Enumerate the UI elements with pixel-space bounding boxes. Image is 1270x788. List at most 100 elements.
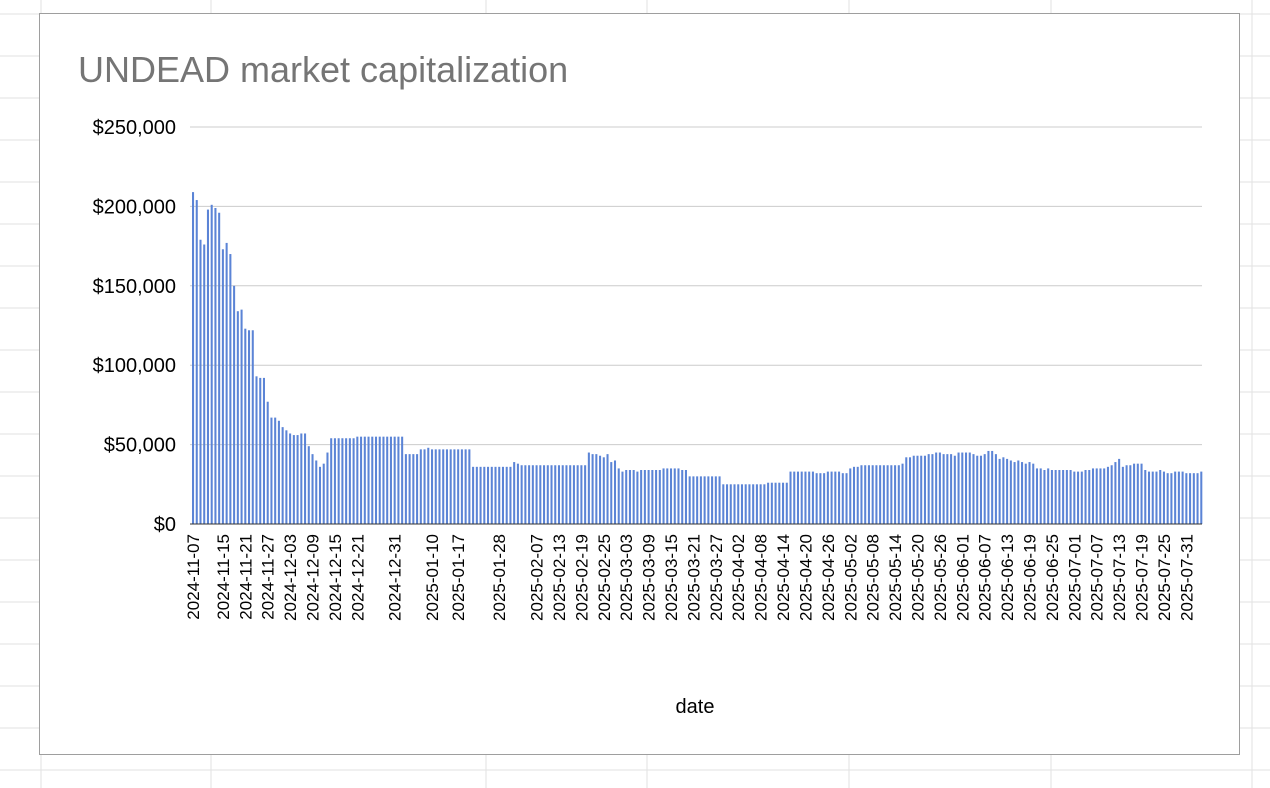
bar	[647, 470, 650, 524]
x-tick-label: 2025-05-08	[864, 534, 883, 621]
bar	[356, 436, 359, 524]
bar	[718, 476, 721, 524]
bar	[823, 473, 826, 524]
chart-container[interactable]	[39, 13, 1240, 755]
x-tick-label: 2025-01-28	[490, 534, 509, 621]
bar	[431, 449, 434, 524]
bar	[1039, 468, 1042, 524]
bar	[643, 470, 646, 524]
bar	[916, 455, 919, 524]
bar	[307, 446, 310, 524]
bar	[1144, 470, 1147, 524]
bar	[490, 466, 493, 524]
bar	[449, 449, 452, 524]
bar	[778, 482, 781, 524]
bar	[1166, 473, 1169, 524]
y-tick-label: $200,000	[93, 196, 176, 218]
bar	[987, 450, 990, 524]
x-tick-label: 2025-03-09	[640, 534, 659, 621]
bar	[852, 466, 856, 524]
bar	[599, 455, 602, 524]
bar	[752, 484, 755, 524]
x-tick-label: 2025-05-20	[909, 534, 928, 621]
gridlines	[190, 126, 1202, 446]
x-axis-tick-labels: 2024-11-07 2024-11-15 2024-11-21 2024-11-27…	[184, 534, 1196, 621]
bar	[367, 436, 370, 524]
bar	[1099, 468, 1102, 524]
bar	[561, 465, 564, 524]
bar	[666, 468, 669, 524]
x-tick-label: 2024-11-27	[259, 534, 278, 620]
x-tick-label: 2024-12-15	[326, 534, 345, 621]
bar	[1002, 457, 1005, 524]
x-tick-label: 2025-04-26	[819, 534, 838, 621]
bar	[199, 239, 202, 524]
bar	[961, 452, 964, 524]
x-tick-label: 2024-11-15	[214, 534, 233, 620]
bar	[289, 433, 292, 524]
bar	[236, 311, 239, 524]
bar	[1021, 462, 1024, 524]
bar	[382, 436, 385, 524]
bar	[815, 473, 818, 524]
bar	[1174, 471, 1177, 524]
bar	[912, 455, 915, 524]
x-tick-label: 2025-02-07	[528, 534, 547, 621]
y-tick-label: $0	[154, 514, 176, 536]
bar	[434, 449, 437, 524]
x-tick-label: 2025-04-20	[797, 534, 816, 621]
bar	[225, 242, 228, 525]
bar	[834, 471, 837, 524]
x-tick-label: 2025-03-27	[707, 534, 726, 621]
bar	[1185, 473, 1188, 524]
bar	[1140, 463, 1143, 524]
bar	[584, 465, 587, 524]
x-tick-label: 2025-04-14	[774, 534, 793, 621]
bar	[404, 454, 407, 524]
bar	[711, 476, 714, 524]
bar	[1024, 463, 1027, 524]
bar	[468, 449, 471, 524]
bar	[920, 455, 923, 524]
x-tick-label: 2025-07-13	[1110, 534, 1129, 621]
bar	[1110, 465, 1113, 524]
bar	[1028, 462, 1031, 524]
bar	[658, 470, 661, 524]
bar	[281, 427, 284, 524]
bar	[994, 454, 997, 524]
bar	[811, 471, 814, 524]
bar	[427, 447, 430, 524]
bar	[1136, 463, 1139, 524]
bar	[322, 463, 325, 524]
bar	[445, 449, 448, 524]
bar	[890, 465, 893, 524]
bar	[315, 460, 318, 524]
bar	[722, 484, 725, 524]
bar	[965, 452, 968, 524]
bar	[543, 465, 546, 524]
bar	[363, 436, 366, 524]
bar	[923, 455, 926, 524]
bar	[221, 249, 224, 524]
bar	[1162, 471, 1165, 524]
bar	[1151, 471, 1154, 524]
x-tick-label: 2025-07-01	[1065, 534, 1084, 621]
bar	[333, 438, 336, 524]
bar	[737, 484, 740, 524]
bar	[591, 454, 594, 524]
bar	[401, 436, 404, 524]
bar	[950, 454, 953, 524]
bar	[849, 468, 852, 524]
bar	[386, 436, 389, 524]
bar	[983, 454, 986, 524]
bar	[285, 430, 288, 524]
bar	[460, 449, 463, 524]
bar	[572, 465, 575, 524]
bar	[968, 452, 971, 524]
bar	[879, 465, 882, 524]
bar	[472, 466, 475, 524]
bar	[632, 470, 635, 524]
bar	[692, 476, 695, 524]
bar	[726, 484, 729, 524]
bar	[262, 377, 265, 524]
